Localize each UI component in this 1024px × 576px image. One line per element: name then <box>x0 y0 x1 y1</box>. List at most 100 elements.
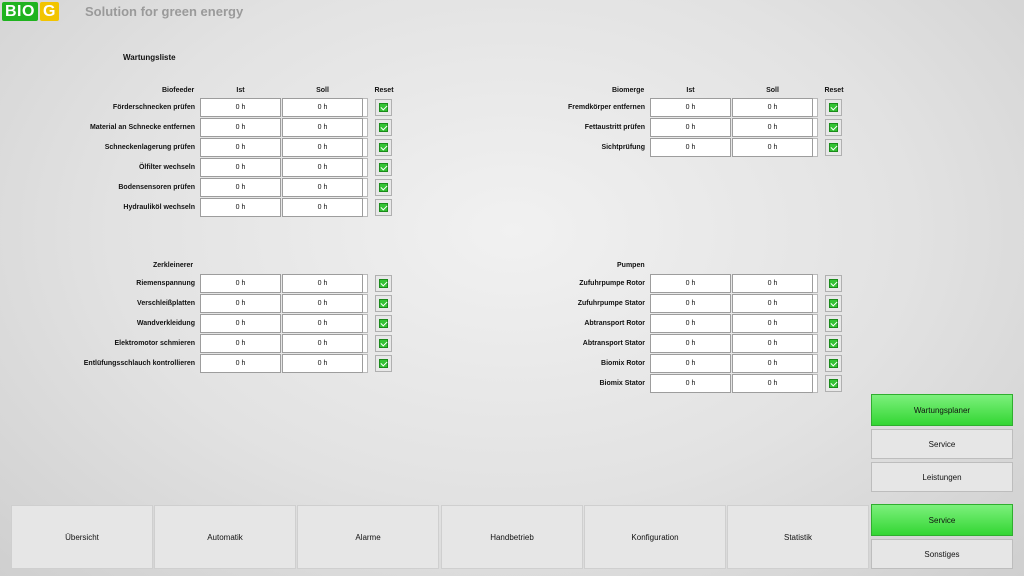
ist-value-field[interactable]: 0 h <box>650 374 731 393</box>
soll-field-edge <box>363 118 368 137</box>
row-label: Biomix Stator <box>599 380 645 387</box>
soll-field-edge <box>813 294 818 313</box>
soll-value-field[interactable]: 0 h <box>732 98 813 117</box>
nav-automatik-button[interactable]: Automatik <box>154 505 296 569</box>
sonstiges-button[interactable]: Sonstiges <box>871 539 1013 569</box>
leistungen-button[interactable]: Leistungen <box>871 462 1013 492</box>
soll-value-field[interactable]: 0 h <box>282 138 363 157</box>
row-label: Material an Schnecke entfernen <box>89 124 195 131</box>
soll-value-field[interactable]: 0 h <box>732 118 813 137</box>
row-label: Abtransport Stator <box>582 340 645 347</box>
nav-alarme-button[interactable]: Alarme <box>297 505 439 569</box>
wartungsplaner-button[interactable]: Wartungsplaner <box>871 394 1013 426</box>
soll-field-edge <box>363 274 368 293</box>
reset-button[interactable] <box>825 99 842 116</box>
soll-value-field[interactable]: 0 h <box>282 198 363 217</box>
ist-value-field[interactable]: 0 h <box>650 294 731 313</box>
reset-button[interactable] <box>375 139 392 156</box>
reset-button[interactable] <box>825 355 842 372</box>
check-icon <box>829 123 838 132</box>
soll-field-edge <box>363 98 368 117</box>
check-icon <box>379 279 388 288</box>
check-icon <box>829 319 838 328</box>
check-icon <box>829 279 838 288</box>
ist-value-field[interactable]: 0 h <box>200 98 281 117</box>
service-main-button[interactable]: Service <box>871 504 1013 536</box>
soll-value-field[interactable]: 0 h <box>732 374 813 393</box>
soll-value-field[interactable]: 0 h <box>282 294 363 313</box>
ist-value-field[interactable]: 0 h <box>650 138 731 157</box>
soll-value-field[interactable]: 0 h <box>282 118 363 137</box>
soll-value-field[interactable]: 0 h <box>732 294 813 313</box>
soll-field-edge <box>813 98 818 117</box>
soll-value-field[interactable]: 0 h <box>282 98 363 117</box>
ist-value-field[interactable]: 0 h <box>200 118 281 137</box>
soll-value-field[interactable]: 0 h <box>732 314 813 333</box>
check-icon <box>829 143 838 152</box>
reset-button[interactable] <box>825 315 842 332</box>
nav-konfiguration-button[interactable]: Konfiguration <box>584 505 726 569</box>
soll-value-field[interactable]: 0 h <box>282 158 363 177</box>
ist-value-field[interactable]: 0 h <box>200 274 281 293</box>
ist-value-field[interactable]: 0 h <box>200 178 281 197</box>
row-label: Schneckenlagerung prüfen <box>104 144 195 151</box>
soll-value-field[interactable]: 0 h <box>732 138 813 157</box>
ist-value-field[interactable]: 0 h <box>200 158 281 177</box>
reset-button[interactable] <box>375 119 392 136</box>
nav-handbetrieb-button[interactable]: Handbetrieb <box>441 505 583 569</box>
check-icon <box>379 163 388 172</box>
ist-value-field[interactable]: 0 h <box>650 274 731 293</box>
service-sub-button[interactable]: Service <box>871 429 1013 459</box>
reset-button[interactable] <box>375 335 392 352</box>
reset-button[interactable] <box>375 179 392 196</box>
reset-button[interactable] <box>375 199 392 216</box>
soll-value-field[interactable]: 0 h <box>732 334 813 353</box>
reset-button[interactable] <box>825 119 842 136</box>
soll-value-field[interactable]: 0 h <box>732 274 813 293</box>
ist-value-field[interactable]: 0 h <box>200 334 281 353</box>
soll-value-field[interactable]: 0 h <box>282 274 363 293</box>
row-label: Fremdkörper entfernen <box>567 104 645 111</box>
check-icon <box>829 359 838 368</box>
col-soll: Soll <box>316 87 329 94</box>
soll-field-edge <box>813 334 818 353</box>
reset-button[interactable] <box>825 375 842 392</box>
reset-button[interactable] <box>825 139 842 156</box>
soll-value-field[interactable]: 0 h <box>732 354 813 373</box>
soll-field-edge <box>363 334 368 353</box>
soll-value-field[interactable]: 0 h <box>282 314 363 333</box>
ist-value-field[interactable]: 0 h <box>650 118 731 137</box>
ist-value-field[interactable]: 0 h <box>200 138 281 157</box>
soll-value-field[interactable]: 0 h <box>282 334 363 353</box>
reset-button[interactable] <box>375 99 392 116</box>
col-reset: Reset <box>824 87 844 94</box>
ist-value-field[interactable]: 0 h <box>650 354 731 373</box>
nav-uebersicht-button[interactable]: Übersicht <box>11 505 153 569</box>
soll-field-edge <box>363 158 368 177</box>
row-label: Wandverkleidung <box>136 320 195 327</box>
nav-statistik-button[interactable]: Statistik <box>727 505 869 569</box>
reset-button[interactable] <box>825 275 842 292</box>
ist-value-field[interactable]: 0 h <box>650 98 731 117</box>
reset-button[interactable] <box>375 355 392 372</box>
ist-value-field[interactable]: 0 h <box>200 294 281 313</box>
reset-button[interactable] <box>375 159 392 176</box>
reset-button[interactable] <box>825 295 842 312</box>
check-icon <box>379 143 388 152</box>
ist-value-field[interactable]: 0 h <box>200 354 281 373</box>
header: BIO G Solution for green energy <box>0 0 400 24</box>
check-icon <box>379 299 388 308</box>
ist-value-field[interactable]: 0 h <box>650 314 731 333</box>
check-icon <box>379 339 388 348</box>
reset-button[interactable] <box>375 295 392 312</box>
soll-value-field[interactable]: 0 h <box>282 178 363 197</box>
soll-value-field[interactable]: 0 h <box>282 354 363 373</box>
ist-value-field[interactable]: 0 h <box>650 334 731 353</box>
col-reset: Reset <box>374 87 394 94</box>
check-icon <box>379 103 388 112</box>
reset-button[interactable] <box>375 315 392 332</box>
reset-button[interactable] <box>825 335 842 352</box>
reset-button[interactable] <box>375 275 392 292</box>
ist-value-field[interactable]: 0 h <box>200 314 281 333</box>
ist-value-field[interactable]: 0 h <box>200 198 281 217</box>
